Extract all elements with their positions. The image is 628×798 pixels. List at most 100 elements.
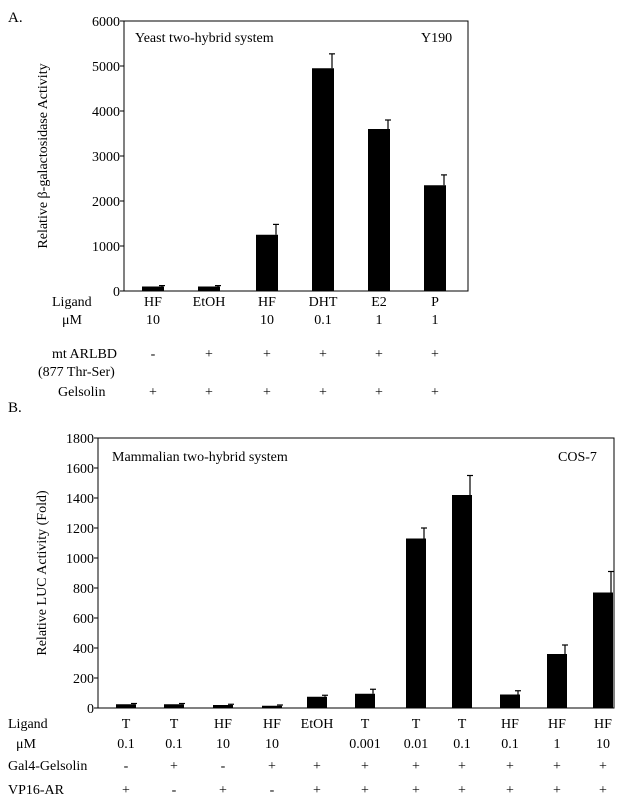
y-tick-label: 400 — [73, 642, 94, 657]
table-cell: + — [412, 759, 420, 774]
table-cell: HF — [548, 717, 566, 732]
table-cell: T — [122, 717, 131, 732]
table-cell: + — [313, 783, 321, 798]
y-tick-label: 1600 — [66, 462, 94, 477]
panel-b-label: B. — [8, 400, 22, 416]
panel-b-condition-table: Ligand T T HF HF EtOH T T T HF HF HF μM 0.1 0.1 10 10 0.0… — [8, 717, 612, 798]
table-cell: + — [268, 759, 276, 774]
table-cell: + — [361, 783, 369, 798]
table-cell: HF — [501, 717, 519, 732]
y-tick-label: 4000 — [92, 105, 120, 120]
bar — [262, 705, 282, 708]
bar — [547, 654, 567, 708]
y-tick-label: 200 — [73, 672, 94, 687]
table-cell: EtOH — [301, 717, 334, 732]
table-cell: HF — [594, 717, 612, 732]
table-cell: + — [375, 385, 383, 400]
table-cell: 10 — [146, 313, 160, 328]
bar — [355, 693, 375, 708]
table-cell: 1 — [554, 737, 561, 752]
bar — [406, 538, 426, 708]
table-cell: + — [149, 385, 157, 400]
table-cell: 0.001 — [349, 737, 381, 752]
table-cell: 0.1 — [453, 737, 471, 752]
table-cell: P — [431, 295, 439, 310]
table-cell: + — [458, 783, 466, 798]
table-cell: 1 — [376, 313, 383, 328]
table-cell: 10 — [216, 737, 230, 752]
table-cell: - — [124, 759, 129, 774]
panel-a-plot-frame — [123, 20, 469, 292]
table-row-label: VP16-AR — [8, 783, 65, 798]
bar — [198, 286, 220, 291]
panel-a-condition-table: Ligand HF EtOH HF DHT E2 PμM 10 10 0.1 1 1 mt ARLBD -… — [38, 295, 439, 400]
panel-a-label: A. — [8, 10, 23, 26]
table-cell: + — [170, 759, 178, 774]
table-row-label: Gal4-Gelsolin — [8, 759, 87, 774]
bar — [213, 705, 233, 708]
y-tick-label: 1000 — [66, 552, 94, 567]
bar — [500, 694, 520, 708]
table-cell: T — [412, 717, 421, 732]
y-tick-label: 1400 — [66, 492, 94, 507]
table-cell: 10 — [596, 737, 610, 752]
table-row-label: Ligand — [52, 295, 92, 310]
table-cell: - — [172, 783, 177, 798]
table-cell: DHT — [309, 295, 338, 310]
table-cell: + — [599, 783, 607, 798]
table-cell: + — [361, 759, 369, 774]
bar — [312, 68, 334, 291]
bar — [142, 286, 164, 291]
table-cell: + — [205, 347, 213, 362]
table-cell: + — [122, 783, 130, 798]
table-cell: HF — [214, 717, 232, 732]
table-cell: T — [458, 717, 467, 732]
table-cell: 0.01 — [404, 737, 429, 752]
table-row-label: Gelsolin — [58, 385, 105, 400]
table-cell: E2 — [371, 295, 387, 310]
table-cell: + — [219, 783, 227, 798]
panel-b-title: Mammalian two-hybrid system — [112, 450, 288, 465]
table-row-label: Ligand — [8, 717, 48, 732]
table-cell: 0.1 — [117, 737, 135, 752]
table-cell: + — [375, 347, 383, 362]
table-cell: + — [319, 347, 327, 362]
panel-a-title: Yeast two-hybrid system — [135, 31, 274, 46]
y-tick-label: 600 — [73, 612, 94, 627]
bar — [164, 704, 184, 708]
y-tick-label: 1200 — [66, 522, 94, 537]
table-cell: HF — [144, 295, 162, 310]
table-cell: 0.1 — [314, 313, 332, 328]
table-cell: + — [458, 759, 466, 774]
y-tick-label: 5000 — [92, 60, 120, 75]
table-cell: + — [431, 347, 439, 362]
table-cell: + — [313, 759, 321, 774]
panel-a-y-ticks: 0 1000 2000 3000 4000 5000 6000 — [92, 15, 124, 300]
panel-b: B. Mammalian two-hybrid system COS-7 Rel… — [8, 400, 615, 798]
panel-a-bars — [142, 53, 447, 291]
table-cell: + — [205, 385, 213, 400]
bar — [424, 185, 446, 291]
table-row-label: μM — [16, 737, 37, 752]
panel-b-annotation: COS-7 — [558, 450, 597, 465]
table-cell: - — [221, 759, 226, 774]
y-tick-label: 800 — [73, 582, 94, 597]
panel-b-y-ticks: 0 200 400 600 800 1000 1200 1400 1600 1800 — [66, 432, 98, 717]
bar — [256, 234, 278, 291]
bar — [368, 129, 390, 291]
table-cell: 0.1 — [501, 737, 519, 752]
y-tick-label: 0 — [87, 702, 94, 717]
bar — [116, 704, 136, 708]
table-cell: 10 — [265, 737, 279, 752]
table-cell: 1 — [432, 313, 439, 328]
y-tick-label: 1000 — [92, 240, 120, 255]
table-cell: T — [170, 717, 179, 732]
panel-a-annotation: Y190 — [421, 31, 452, 46]
table-row-label: mt ARLBD — [52, 347, 117, 362]
panel-b-bars — [116, 474, 614, 708]
panel-a-y-axis-label: Relative β-galactosidase Activity — [36, 63, 51, 248]
table-cell: + — [506, 759, 514, 774]
table-cell: + — [412, 783, 420, 798]
table-cell: T — [361, 717, 370, 732]
